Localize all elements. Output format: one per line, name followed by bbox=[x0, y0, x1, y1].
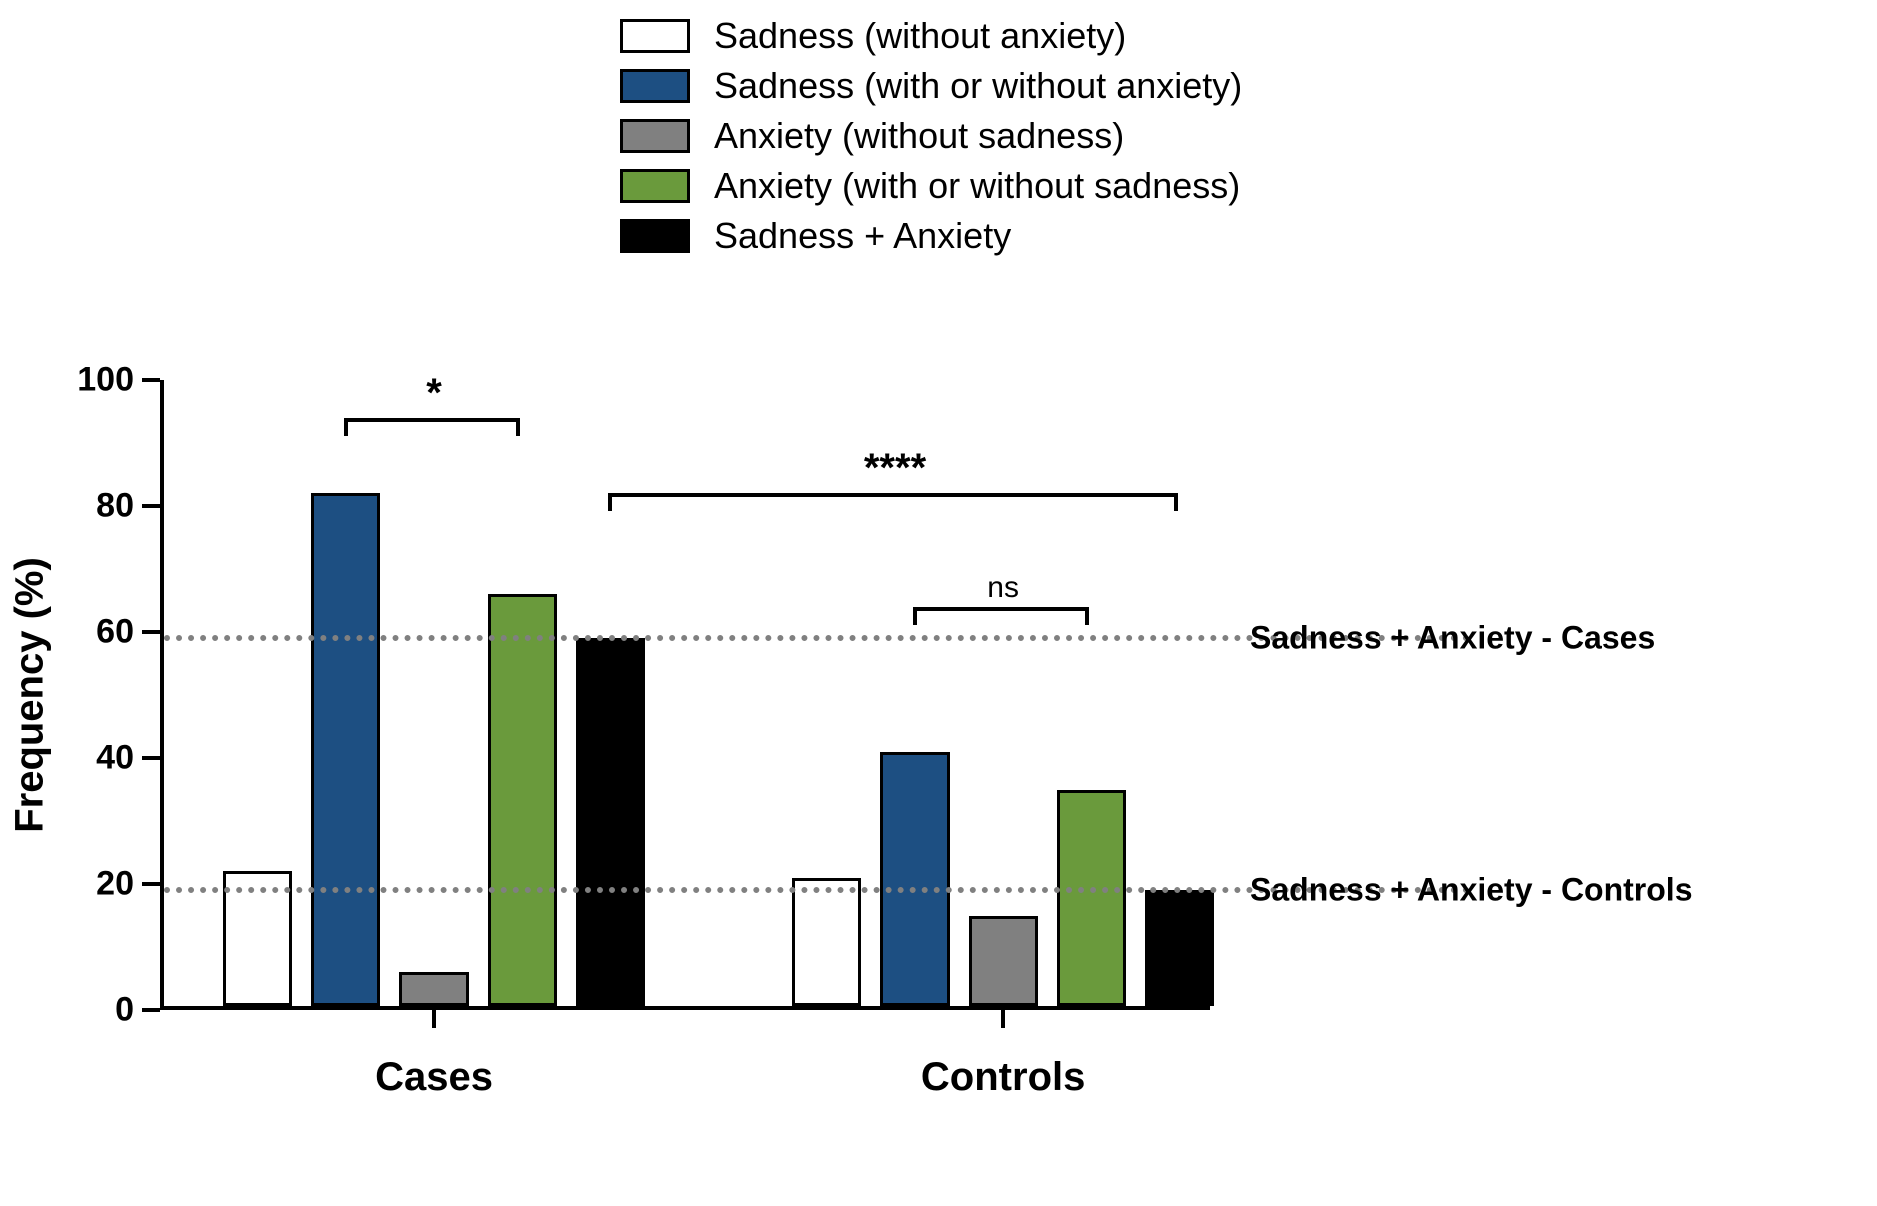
y-tick-label: 60 bbox=[96, 613, 134, 652]
legend-swatch bbox=[620, 169, 690, 203]
x-tick-label: Cases bbox=[375, 1055, 493, 1100]
bar bbox=[792, 878, 861, 1006]
y-tick-label: 20 bbox=[96, 865, 134, 904]
legend-item: Anxiety (without sadness) bbox=[620, 115, 1242, 157]
x-tick bbox=[1001, 1010, 1005, 1028]
y-tick bbox=[142, 756, 160, 760]
legend-label: Sadness (with or without anxiety) bbox=[714, 65, 1242, 107]
reference-line-label: Sadness + Anxiety - Cases bbox=[1250, 620, 1655, 657]
y-axis-title: Frequency (%) bbox=[8, 557, 53, 833]
x-axis bbox=[160, 1006, 1210, 1010]
plot-area: 020406080100CasesControlsSadness + Anxie… bbox=[160, 380, 1210, 1010]
y-tick bbox=[142, 504, 160, 508]
bar bbox=[488, 594, 557, 1006]
x-tick bbox=[432, 1010, 436, 1028]
legend-swatch bbox=[620, 19, 690, 53]
bar bbox=[969, 916, 1038, 1007]
legend-item: Sadness + Anxiety bbox=[620, 215, 1242, 257]
y-tick bbox=[142, 378, 160, 382]
legend-swatch bbox=[620, 69, 690, 103]
bar bbox=[311, 493, 380, 1006]
legend-swatch bbox=[620, 219, 690, 253]
legend: Sadness (without anxiety) Sadness (with … bbox=[620, 15, 1242, 265]
legend-label: Sadness + Anxiety bbox=[714, 215, 1011, 257]
significance-bracket bbox=[344, 418, 520, 436]
y-axis bbox=[160, 380, 164, 1010]
significance-label: * bbox=[426, 371, 442, 416]
x-tick-label: Controls bbox=[921, 1055, 1085, 1100]
reference-line-label: Sadness + Anxiety - Controls bbox=[1250, 872, 1692, 909]
legend-label: Anxiety (with or without sadness) bbox=[714, 165, 1240, 207]
y-tick-label: 40 bbox=[96, 739, 134, 778]
bar bbox=[1057, 790, 1126, 1007]
y-tick-label: 0 bbox=[115, 991, 134, 1030]
significance-label: ns bbox=[987, 571, 1019, 605]
legend-item: Sadness (without anxiety) bbox=[620, 15, 1242, 57]
bar-chart: Frequency (%) 020406080100CasesControlsS… bbox=[160, 380, 1210, 1010]
y-tick bbox=[142, 630, 160, 634]
bar bbox=[399, 972, 468, 1006]
bar bbox=[1145, 890, 1214, 1006]
y-tick-label: 100 bbox=[77, 361, 134, 400]
significance-bracket bbox=[608, 493, 1177, 511]
y-tick-label: 80 bbox=[96, 487, 134, 526]
legend-label: Anxiety (without sadness) bbox=[714, 115, 1124, 157]
significance-bracket bbox=[913, 607, 1089, 625]
legend-swatch bbox=[620, 119, 690, 153]
bar bbox=[576, 638, 645, 1006]
bar bbox=[880, 752, 949, 1006]
y-tick bbox=[142, 882, 160, 886]
legend-label: Sadness (without anxiety) bbox=[714, 15, 1126, 57]
legend-item: Sadness (with or without anxiety) bbox=[620, 65, 1242, 107]
significance-label: **** bbox=[864, 446, 926, 491]
legend-item: Anxiety (with or without sadness) bbox=[620, 165, 1242, 207]
y-tick bbox=[142, 1008, 160, 1012]
